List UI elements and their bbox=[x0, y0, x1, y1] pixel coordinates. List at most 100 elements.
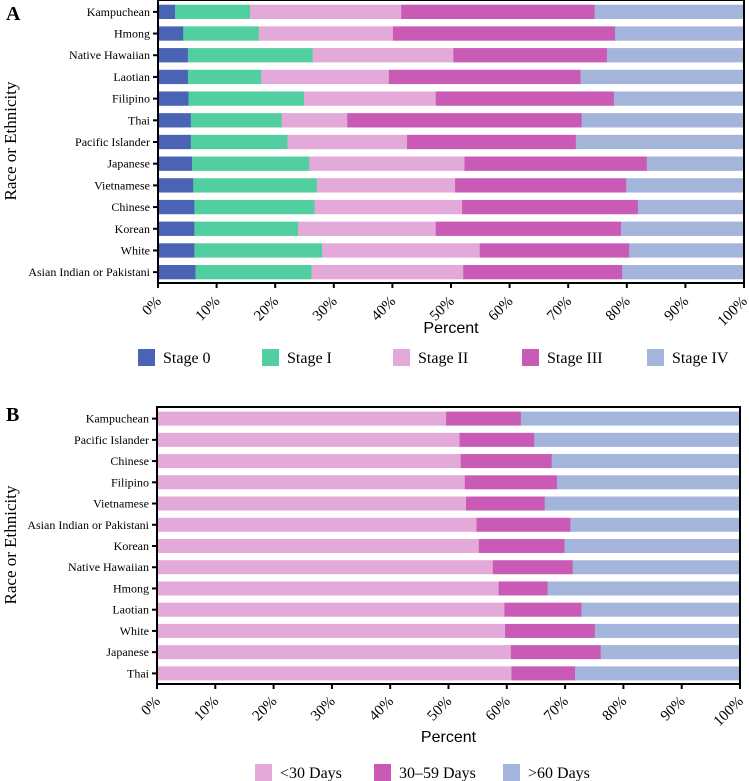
bar-segment bbox=[193, 178, 318, 193]
y-tick-label: Korean bbox=[114, 539, 149, 553]
bar-segment bbox=[534, 432, 741, 447]
bar-segment bbox=[190, 134, 288, 150]
y-tick-label: Thai bbox=[127, 666, 150, 680]
y-tick-label: Hmong bbox=[113, 581, 149, 595]
y-tick-label: Pacific Islander bbox=[75, 135, 150, 149]
y-tick-label: Japanese bbox=[107, 157, 150, 171]
bar-segment bbox=[157, 581, 500, 596]
y-tick-label: White bbox=[120, 624, 149, 638]
bar-segment bbox=[158, 91, 189, 106]
y-tick-label: Laotian bbox=[112, 603, 149, 617]
y-tick-label: Chinese bbox=[110, 454, 149, 468]
bar-segment bbox=[303, 91, 437, 106]
bar-segment bbox=[157, 411, 447, 426]
bar-segment bbox=[637, 199, 745, 215]
bar-segment bbox=[580, 69, 745, 85]
bar-segment bbox=[594, 4, 745, 20]
y-tick-label: Japanese bbox=[106, 645, 149, 659]
legend-label: Stage I bbox=[287, 350, 332, 367]
x-tick-label: 0% bbox=[138, 694, 163, 719]
bar-segment bbox=[581, 113, 745, 128]
bar-segment bbox=[547, 581, 741, 596]
x-tick-label: 10% bbox=[191, 694, 222, 725]
y-tick-label: Pacific Islander bbox=[74, 433, 149, 447]
legend-swatch bbox=[393, 349, 410, 366]
bar-segment bbox=[158, 48, 189, 63]
bar-segment bbox=[158, 113, 192, 128]
x-axis-label: Percent bbox=[423, 320, 479, 337]
x-tick-label: 20% bbox=[251, 294, 282, 325]
bar-segment bbox=[347, 113, 583, 128]
y-tick-label: Filipino bbox=[112, 92, 150, 106]
bar-segment bbox=[157, 475, 466, 490]
bar-segment bbox=[463, 264, 623, 280]
bar-segment bbox=[158, 221, 195, 236]
bar-segment bbox=[287, 134, 408, 150]
bar-segment bbox=[158, 156, 193, 171]
bar-segment bbox=[157, 602, 505, 617]
legend-label: <30 Days bbox=[280, 765, 342, 781]
x-tick-label: 0% bbox=[139, 294, 164, 319]
panel-label: B bbox=[6, 404, 19, 426]
bar-segment bbox=[435, 221, 622, 236]
bar-segment bbox=[194, 199, 315, 215]
bar-segment bbox=[476, 517, 571, 532]
bar-segment bbox=[187, 69, 262, 85]
bar-segment bbox=[464, 475, 558, 490]
bar-segment bbox=[157, 454, 462, 469]
bar-segment bbox=[401, 4, 595, 20]
legend-label: Stage III bbox=[547, 350, 603, 367]
legend-swatch bbox=[138, 349, 155, 366]
x-tick-label: 40% bbox=[366, 694, 397, 725]
y-tick-label: Vietnamese bbox=[94, 178, 150, 192]
bar-segment bbox=[505, 623, 596, 638]
y-tick-label: Native Hawaiian bbox=[68, 560, 149, 574]
bar-segment bbox=[556, 475, 741, 490]
x-tick-label: 100% bbox=[715, 294, 749, 330]
x-tick-label: 90% bbox=[658, 694, 689, 725]
bar-segment bbox=[158, 243, 195, 258]
bar-segment bbox=[646, 156, 745, 171]
bar-segment bbox=[157, 432, 460, 447]
bar-segment bbox=[158, 26, 184, 41]
bar-segment bbox=[311, 264, 464, 280]
bar-segment bbox=[581, 602, 741, 617]
bar-segment bbox=[188, 91, 305, 106]
bar-segment bbox=[322, 243, 481, 258]
bar-segment bbox=[492, 560, 574, 575]
bar-segment bbox=[464, 156, 648, 171]
x-tick-label: 60% bbox=[486, 294, 517, 325]
y-tick-label: Asian Indian or Pakistani bbox=[28, 265, 150, 279]
legend-label: 30–59 Days bbox=[399, 765, 476, 781]
legend-swatch bbox=[522, 349, 539, 366]
bar-segment bbox=[157, 560, 494, 575]
bar-segment bbox=[157, 645, 512, 660]
bar-segment bbox=[191, 156, 310, 171]
y-tick-label: Korean bbox=[115, 222, 150, 236]
bar-segment bbox=[459, 432, 535, 447]
x-tick-label: 10% bbox=[193, 294, 224, 325]
bar-segment bbox=[261, 69, 390, 85]
bar-segment bbox=[615, 26, 745, 41]
bar-segment bbox=[570, 517, 741, 532]
x-tick-label: 20% bbox=[250, 694, 281, 725]
bar-segment bbox=[606, 48, 745, 63]
panel-A: Kampuchean Hmong Native Hawaiian Laotian Fil… bbox=[1, 0, 749, 367]
bar-segment bbox=[551, 454, 741, 469]
legend: Stage 0 Stage I Stage II Stage III Stage IV bbox=[138, 349, 729, 367]
y-axis-label: Race or Ethnicity bbox=[1, 485, 20, 604]
y-tick-label: Asian Indian or Pakistani bbox=[27, 518, 149, 532]
bar-segment bbox=[157, 666, 512, 681]
x-tick-label: 80% bbox=[599, 694, 630, 725]
bar-segment bbox=[465, 496, 546, 511]
x-axis-label: Percent bbox=[421, 729, 477, 746]
bar-segment bbox=[504, 602, 582, 617]
bar-segment bbox=[510, 645, 602, 660]
bar-segment bbox=[183, 26, 260, 41]
x-tick-label: 40% bbox=[368, 294, 399, 325]
bar-segment bbox=[250, 4, 402, 20]
x-tick-label: 50% bbox=[425, 694, 456, 725]
legend-swatch bbox=[255, 764, 272, 781]
x-tick-label: 90% bbox=[661, 294, 692, 325]
y-axis-label: Race or Ethnicity bbox=[1, 81, 20, 200]
